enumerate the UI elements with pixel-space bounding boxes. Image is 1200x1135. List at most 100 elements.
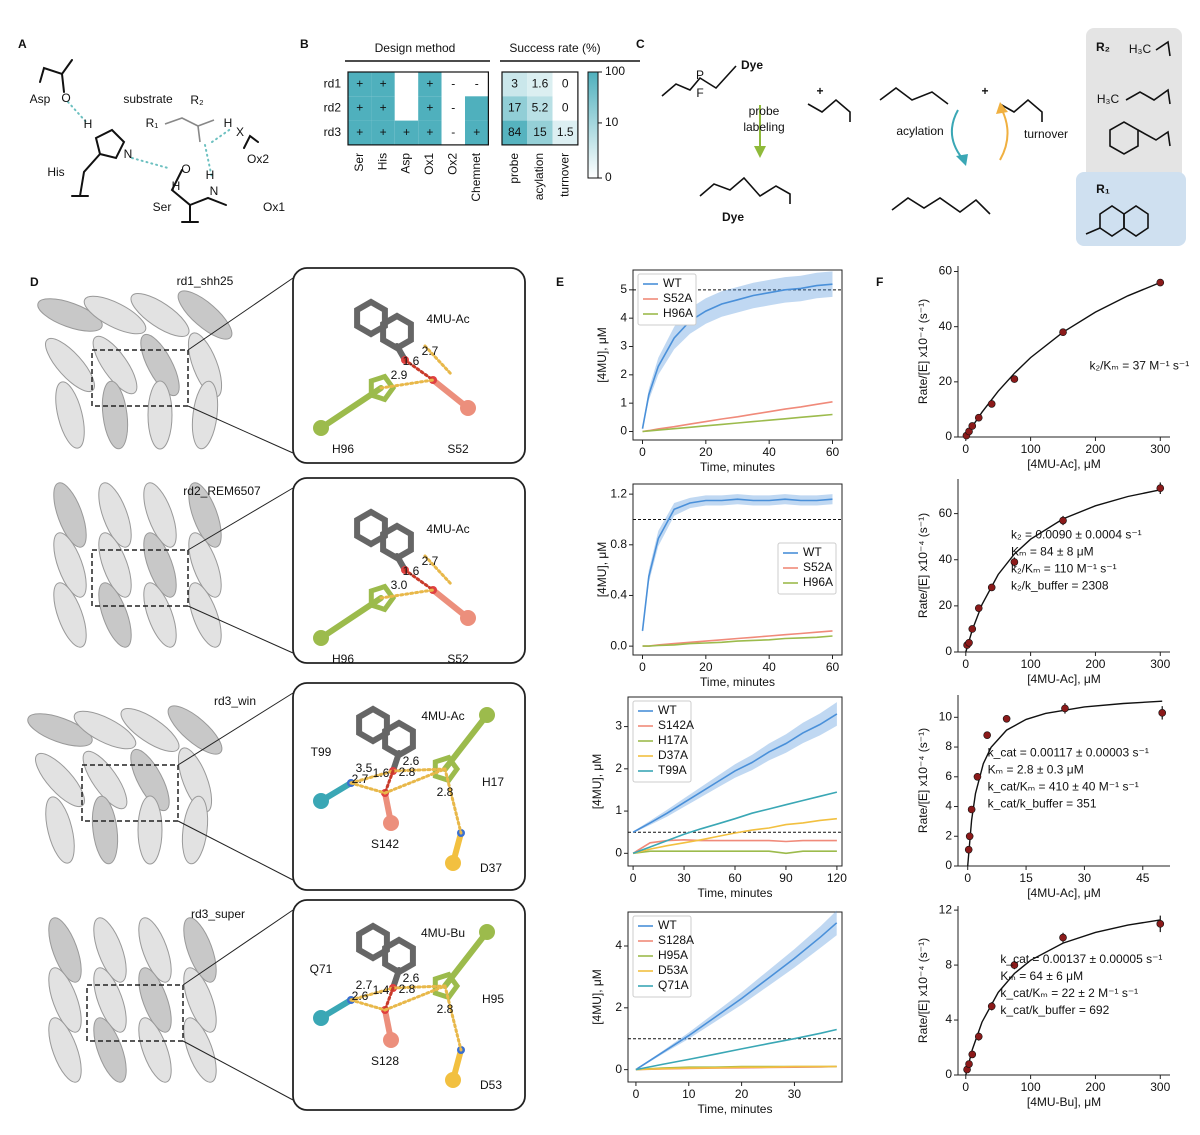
data-point <box>965 832 974 841</box>
x-axis-label: Time, minutes <box>700 675 775 689</box>
distance-label: 2.8 <box>399 765 416 779</box>
residue-ball <box>313 793 329 809</box>
colorbar-label: 10 <box>605 115 619 129</box>
y-tick-label: 2 <box>615 761 622 775</box>
data-point <box>967 805 976 814</box>
x-axis-label: [4MU-Ac], μM <box>1027 457 1101 471</box>
chem-label: R₂ <box>190 93 204 107</box>
structure-name: rd2_REM6507 <box>183 484 261 498</box>
heatmap-cell <box>418 96 442 121</box>
y-tick-label: 0 <box>945 429 952 443</box>
x-tick-label: 40 <box>762 660 776 674</box>
chem-label: Ox1 <box>263 200 285 214</box>
cell-label: + <box>356 101 363 115</box>
annotation: Kₘ = 84 ± 8 μM <box>1011 544 1094 558</box>
y-tick-label: 0 <box>945 1067 952 1081</box>
substrate-carbonyl <box>197 125 201 143</box>
helix <box>143 482 177 548</box>
legend-label: WT <box>658 918 677 932</box>
y-tick-label: 2 <box>615 1000 622 1014</box>
y-tick-label: 60 <box>939 506 953 520</box>
cell-label: + <box>380 125 387 139</box>
labeled-product <box>699 176 791 204</box>
chem-label: H₃C <box>1097 92 1120 106</box>
chem-label: O <box>61 91 70 105</box>
hbond <box>67 101 89 125</box>
row-label: rd3 <box>324 125 342 139</box>
nucleophile <box>807 98 851 122</box>
data-point <box>1156 278 1165 287</box>
data-point <box>965 638 973 647</box>
hbond <box>379 588 435 600</box>
chem-label: O <box>181 162 190 176</box>
residue-ball <box>383 1032 399 1048</box>
helix <box>98 582 132 648</box>
chem-label: R₁ <box>1096 182 1110 196</box>
coumarin-link <box>1085 227 1101 235</box>
y-tick-label: 0.4 <box>610 588 627 602</box>
alcohol <box>999 98 1043 122</box>
helix <box>48 1017 82 1083</box>
data-point <box>987 583 996 592</box>
heatmap-cell <box>441 120 465 145</box>
panel-c-skeleton <box>661 65 1043 215</box>
chem-label: Asp <box>30 92 51 106</box>
y-tick-label: 8 <box>945 957 952 971</box>
series-line <box>641 498 833 631</box>
panel-label: E <box>556 275 564 289</box>
fit-curve <box>967 700 1163 867</box>
series-line <box>641 283 833 429</box>
zoom-box <box>81 764 179 822</box>
legend-label: Q71A <box>658 978 689 992</box>
chem-label: labeling <box>743 120 784 134</box>
x-tick-label: 0 <box>964 871 971 885</box>
helix <box>191 380 219 450</box>
y-tick-label: 40 <box>939 552 953 566</box>
error-band <box>633 702 837 833</box>
cell-label: 3 <box>511 76 518 90</box>
y-tick-label: 6 <box>945 769 952 783</box>
zoom-box <box>91 549 189 607</box>
y-axis-label: [4MU], μM <box>595 327 609 383</box>
ligand-ring <box>354 298 388 338</box>
colorbar <box>587 71 599 179</box>
series-line <box>642 401 833 433</box>
hbond <box>423 554 453 586</box>
fit-curve <box>965 489 1161 653</box>
hbond <box>443 984 463 1052</box>
y-tick-label: 12 <box>939 902 953 916</box>
x-tick-label: 60 <box>826 445 840 459</box>
x-tick-label: 300 <box>1150 1080 1170 1094</box>
hbond <box>379 378 435 390</box>
series-line <box>635 1065 837 1071</box>
helix <box>45 796 75 864</box>
distance-label: 2.8 <box>437 1002 454 1016</box>
hbond <box>403 358 435 382</box>
series-line <box>632 817 837 855</box>
legend-label: WT <box>663 276 682 290</box>
x-tick-label: 200 <box>1085 1080 1105 1094</box>
r2-box <box>1086 28 1182 200</box>
y-tick-label: 0 <box>945 644 952 658</box>
data-point <box>974 1032 983 1041</box>
residue-label: H96 <box>332 652 354 666</box>
y-axis-label: Rate/[E] x10⁻⁴ (s⁻¹) <box>916 728 930 833</box>
x-tick-label: 30 <box>1078 871 1092 885</box>
helix <box>147 380 173 450</box>
helix <box>98 482 132 548</box>
colorbar-label: 0 <box>605 170 612 184</box>
distance-label: 2.8 <box>399 982 416 996</box>
residue-ball <box>313 630 329 646</box>
heatmap-cell <box>527 72 553 97</box>
cell-label: 1.5 <box>557 125 574 139</box>
distance-label: 2.7 <box>422 554 439 568</box>
distance-label: 2.9 <box>391 368 408 382</box>
annotation: k_cat/k_buffer = 692 <box>1000 1003 1109 1017</box>
substrate-skeleton <box>164 117 215 143</box>
x-tick-label: 300 <box>1150 657 1170 671</box>
cell-label: + <box>426 76 433 90</box>
x-tick-label: 0 <box>633 1087 640 1101</box>
helix <box>48 917 82 983</box>
series-line <box>632 791 838 855</box>
